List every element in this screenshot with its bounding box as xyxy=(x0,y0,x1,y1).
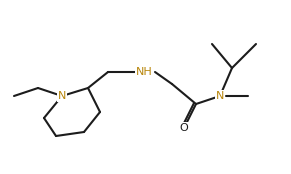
Text: N: N xyxy=(216,91,224,101)
Text: NH: NH xyxy=(136,67,152,77)
Text: O: O xyxy=(180,123,188,133)
Text: N: N xyxy=(58,91,66,101)
